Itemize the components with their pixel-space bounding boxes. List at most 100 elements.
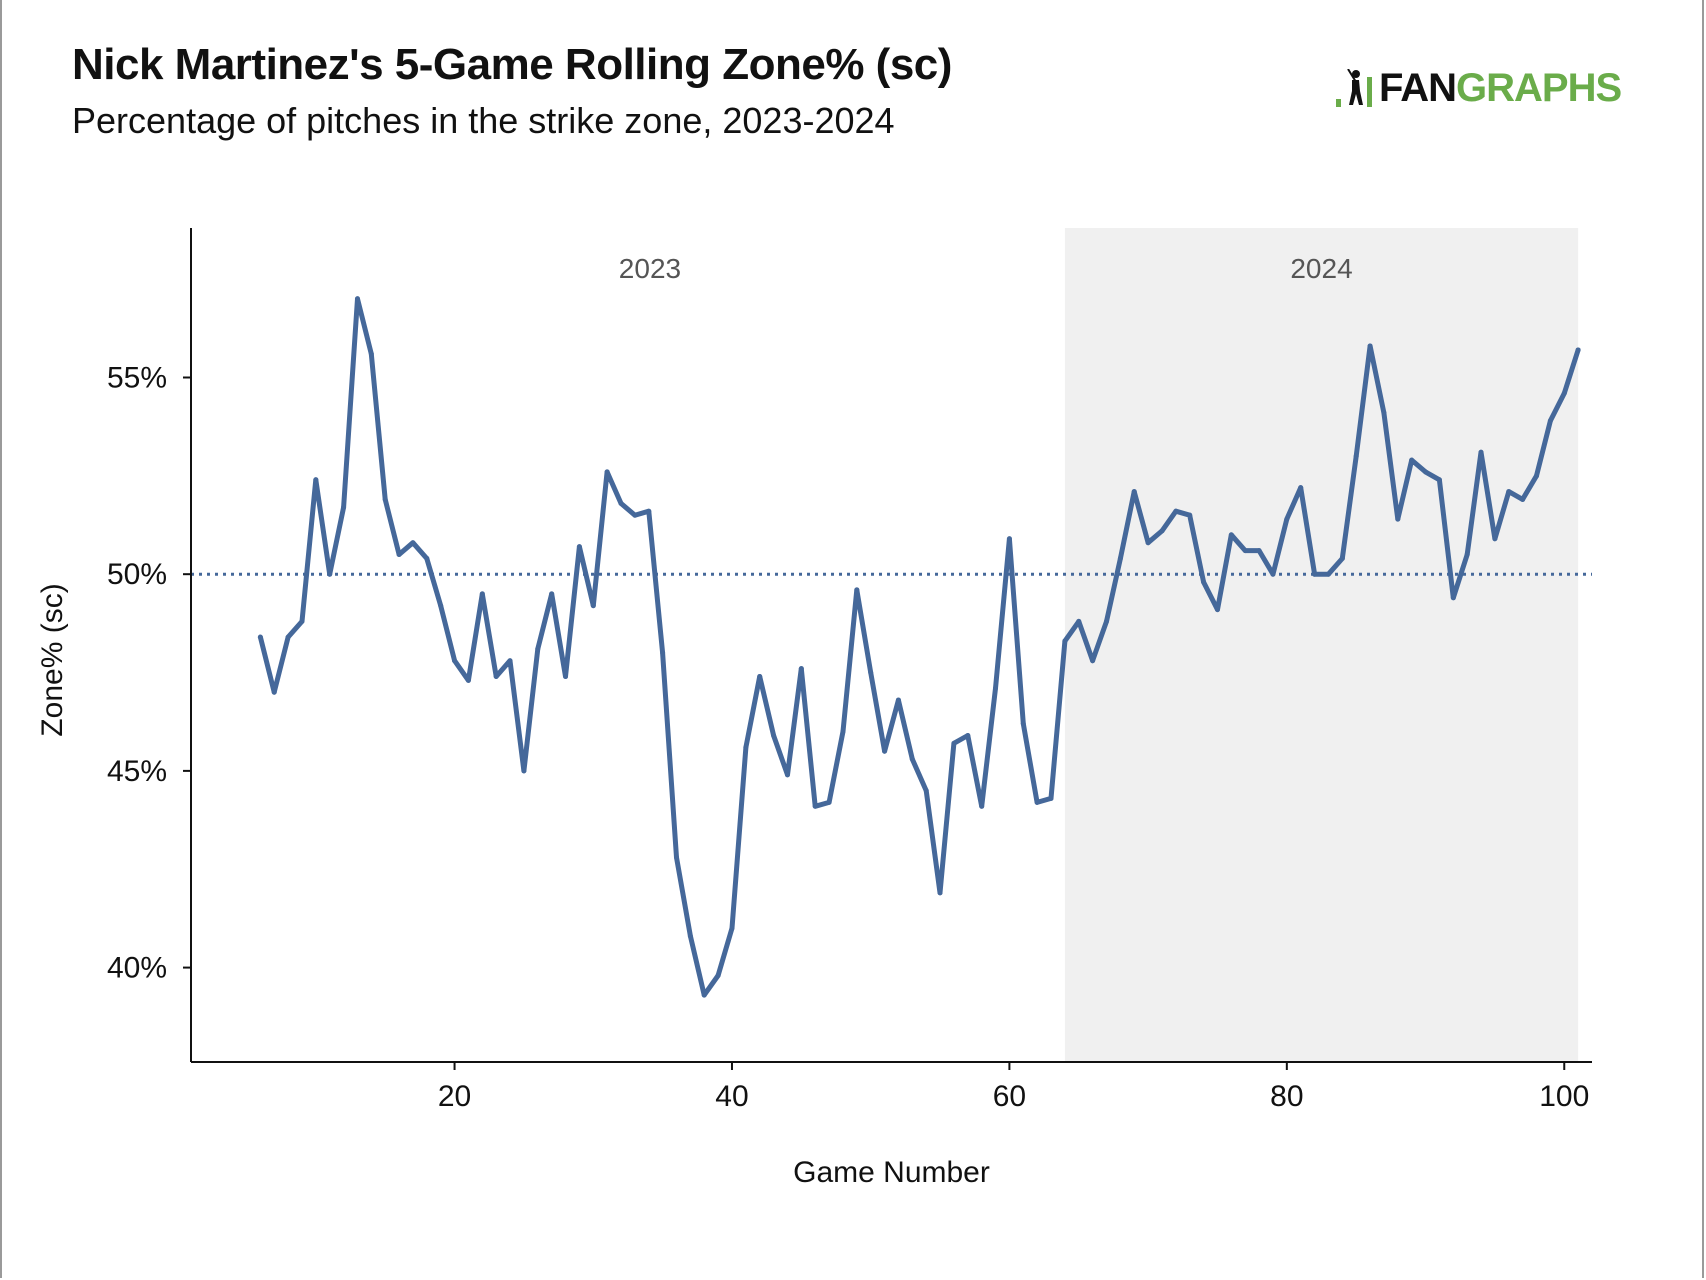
data-point <box>854 587 860 593</box>
data-point <box>1256 548 1262 554</box>
data-point <box>424 555 430 561</box>
data-point <box>771 732 777 738</box>
data-point <box>1270 571 1276 577</box>
data-point <box>1381 410 1387 416</box>
data-point <box>1423 469 1429 475</box>
chart-subtitle: Percentage of pitches in the strike zone… <box>72 100 895 141</box>
data-point <box>868 670 874 676</box>
data-point <box>1450 595 1456 601</box>
data-point <box>1395 516 1401 522</box>
data-point <box>1284 516 1290 522</box>
data-point <box>1006 536 1012 542</box>
data-point <box>923 788 929 794</box>
data-point <box>660 650 666 656</box>
data-point <box>1062 638 1068 644</box>
data-point <box>257 634 263 640</box>
data-point <box>1173 508 1179 514</box>
data-point <box>465 677 471 683</box>
data-point <box>1575 347 1581 353</box>
data-point <box>1492 536 1498 542</box>
x-tick-label: 100 <box>1539 1080 1589 1113</box>
data-point <box>1520 496 1526 502</box>
y-tick-label: 50% <box>107 558 167 591</box>
data-point <box>396 552 402 558</box>
region-label-2024: 2024 <box>1290 253 1352 284</box>
x-tick-label: 80 <box>1270 1080 1303 1113</box>
data-point <box>563 673 569 679</box>
data-point <box>646 508 652 514</box>
logo-text-fan: FAN <box>1379 65 1457 110</box>
data-point <box>715 972 721 978</box>
data-point <box>1298 485 1304 491</box>
data-point <box>1436 477 1442 483</box>
data-point <box>826 799 832 805</box>
data-point <box>1117 555 1123 561</box>
data-point <box>1090 658 1096 664</box>
data-point <box>1561 390 1567 396</box>
data-point <box>1034 799 1040 805</box>
data-point <box>951 740 957 746</box>
chart-title: Nick Martinez's 5-Game Rolling Zone% (sc… <box>72 40 952 89</box>
data-point <box>937 890 943 896</box>
data-point <box>1312 571 1318 577</box>
logo-bars-icon <box>1336 69 1375 107</box>
data-point <box>438 603 444 609</box>
data-point <box>1159 528 1165 534</box>
data-point <box>1325 571 1331 577</box>
data-point <box>576 544 582 550</box>
data-point <box>1187 512 1193 518</box>
data-point <box>1201 579 1207 585</box>
data-point <box>812 803 818 809</box>
data-point <box>327 571 333 577</box>
data-point <box>673 854 679 860</box>
data-point <box>604 469 610 475</box>
data-point <box>521 768 527 774</box>
logo-text-graphs: GRAPHS <box>1456 65 1622 110</box>
data-point <box>354 296 360 302</box>
x-tick-label: 20 <box>438 1080 471 1113</box>
data-point <box>1534 473 1540 479</box>
data-point <box>549 591 555 597</box>
data-point <box>798 666 804 672</box>
data-point <box>701 992 707 998</box>
data-point <box>895 697 901 703</box>
series-line <box>257 296 1581 998</box>
data-point <box>1131 489 1137 495</box>
data-point <box>979 803 985 809</box>
data-point <box>840 729 846 735</box>
data-point <box>743 744 749 750</box>
y-tick-label: 55% <box>107 361 167 394</box>
y-tick-label: 40% <box>107 952 167 985</box>
data-point <box>1547 418 1553 424</box>
data-point <box>965 732 971 738</box>
data-point <box>1339 555 1345 561</box>
data-point <box>1020 721 1026 727</box>
data-point <box>1076 618 1082 624</box>
data-point <box>313 477 319 483</box>
y-axis-label: Zone% (sc) <box>36 583 69 736</box>
data-point <box>1464 552 1470 558</box>
data-point <box>909 756 915 762</box>
data-point <box>299 618 305 624</box>
data-point <box>1478 449 1484 455</box>
data-point <box>1506 489 1512 495</box>
data-point <box>1353 453 1359 459</box>
data-point <box>479 591 485 597</box>
data-point <box>368 351 374 357</box>
data-point <box>1409 457 1415 463</box>
fangraphs-logo: FAN GRAPHS <box>1336 65 1622 110</box>
batter-icon <box>1347 69 1363 105</box>
data-point <box>729 925 735 931</box>
data-point <box>1228 532 1234 538</box>
data-point <box>1048 795 1054 801</box>
data-point <box>882 748 888 754</box>
data-point <box>535 646 541 652</box>
region-2024-shade <box>1064 228 1579 1062</box>
data-point <box>757 673 763 679</box>
data-point <box>993 685 999 691</box>
data-point <box>618 500 624 506</box>
data-point <box>271 689 277 695</box>
data-point <box>507 658 513 664</box>
